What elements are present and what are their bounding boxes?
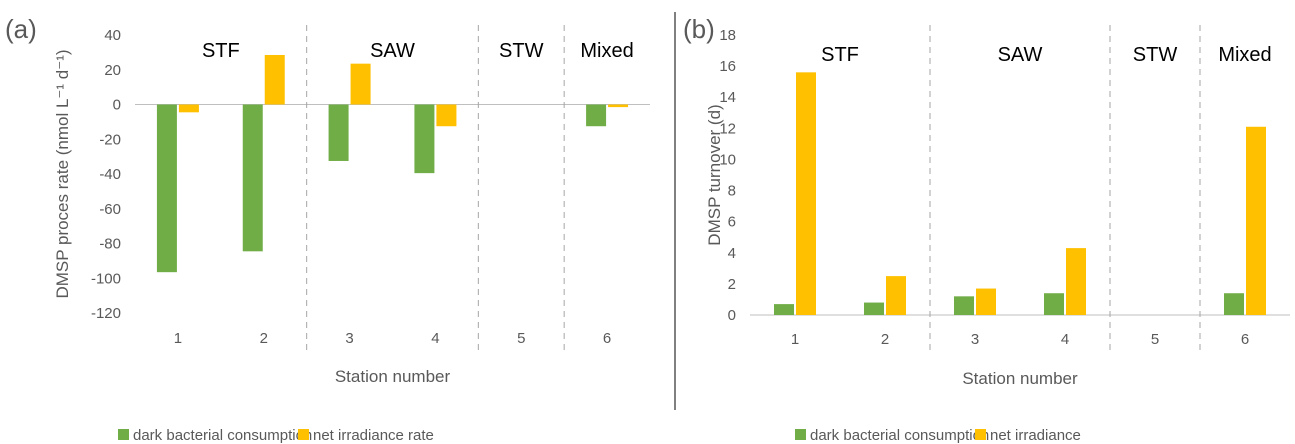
region-label: Mixed xyxy=(580,40,633,62)
bar-net xyxy=(436,104,457,127)
bar-dark xyxy=(242,104,263,252)
y-tick-label: 20 xyxy=(104,62,121,79)
legend-label: net irradiance xyxy=(990,427,1081,444)
bar-dark xyxy=(1044,293,1064,315)
y-tick-label: 16 xyxy=(719,58,736,75)
y-tick-label: 18 xyxy=(719,27,736,44)
x-tick-label: 2 xyxy=(881,331,889,348)
region-label: STF xyxy=(821,44,859,66)
bar-dark xyxy=(586,104,607,127)
bar-dark xyxy=(414,104,435,174)
y-tick-label: -120 xyxy=(91,305,121,322)
legend-swatch xyxy=(298,429,309,440)
y-tick-label: -60 xyxy=(99,201,121,218)
bar-net xyxy=(1246,126,1266,316)
bar-net xyxy=(608,104,629,108)
x-tick-label: 4 xyxy=(431,330,439,347)
x-tick-label: 1 xyxy=(791,331,799,348)
x-tick-label: 5 xyxy=(517,330,525,347)
bar-net xyxy=(1066,248,1086,315)
y-tick-label: 2 xyxy=(728,276,736,293)
chart-panel-a: (a) 40 20 0 -20 -40 -60 -80 -100 -120 STF SAW STW Mix… xyxy=(5,14,650,444)
x-tick-label: 4 xyxy=(1061,331,1069,348)
bar-net xyxy=(350,63,371,105)
bar-net xyxy=(976,288,996,315)
region-label: SAW xyxy=(370,40,415,62)
y-tick-label: 14 xyxy=(719,89,736,106)
x-tick-label: 6 xyxy=(1241,331,1249,348)
panel-label: (b) xyxy=(683,14,715,44)
bar-dark xyxy=(864,302,884,315)
bar-dark xyxy=(156,104,177,273)
y-tick-label: -80 xyxy=(99,236,121,253)
y-tick-label: 10 xyxy=(719,151,736,168)
bar-dark xyxy=(328,104,349,161)
x-tick-label: 6 xyxy=(603,330,611,347)
y-tick-label: -100 xyxy=(91,270,121,287)
y-tick-label: -20 xyxy=(99,131,121,148)
x-tick-label: 1 xyxy=(174,330,182,347)
region-label: STW xyxy=(499,40,544,62)
legend-label: net irradiance rate xyxy=(313,427,434,444)
region-label: Mixed xyxy=(1218,44,1271,66)
x-tick-label: 3 xyxy=(345,330,353,347)
legend-swatch xyxy=(795,429,806,440)
bar-net xyxy=(886,276,906,315)
bar-dark xyxy=(774,304,794,315)
y-tick-label: -40 xyxy=(99,166,121,183)
y-tick-label: 12 xyxy=(719,120,736,137)
legend-label: dark bacterial consumption xyxy=(133,427,312,444)
panel-label: (a) xyxy=(5,14,37,44)
legend-label: dark bacterial consumption xyxy=(810,427,989,444)
x-tick-label: 5 xyxy=(1151,331,1159,348)
legend-swatch xyxy=(975,429,986,440)
y-tick-label: 8 xyxy=(728,183,736,200)
bar-net xyxy=(796,72,816,315)
x-tick-label: 3 xyxy=(971,331,979,348)
y-tick-label: 4 xyxy=(728,245,736,262)
x-tick-label: 2 xyxy=(260,330,268,347)
x-axis-title: Station number xyxy=(335,367,451,386)
bar-dark xyxy=(954,296,974,315)
y-tick-label: 40 xyxy=(104,27,121,44)
y-tick-label: 0 xyxy=(113,97,121,114)
bar-net xyxy=(264,54,285,105)
bar-net xyxy=(178,104,199,113)
bar-dark xyxy=(1224,293,1244,315)
legend-swatch xyxy=(118,429,129,440)
region-label: STW xyxy=(1133,44,1178,66)
region-label: STF xyxy=(202,40,240,62)
x-axis-title: Station number xyxy=(962,369,1078,388)
region-label: SAW xyxy=(998,44,1043,66)
y-tick-label: 0 xyxy=(728,307,736,324)
y-tick-label: 6 xyxy=(728,214,736,231)
y-axis-title: DMSP turnover (d) xyxy=(705,104,724,245)
y-axis-title: DMSP proces rate (nmol L⁻¹ d⁻¹) xyxy=(53,49,72,298)
